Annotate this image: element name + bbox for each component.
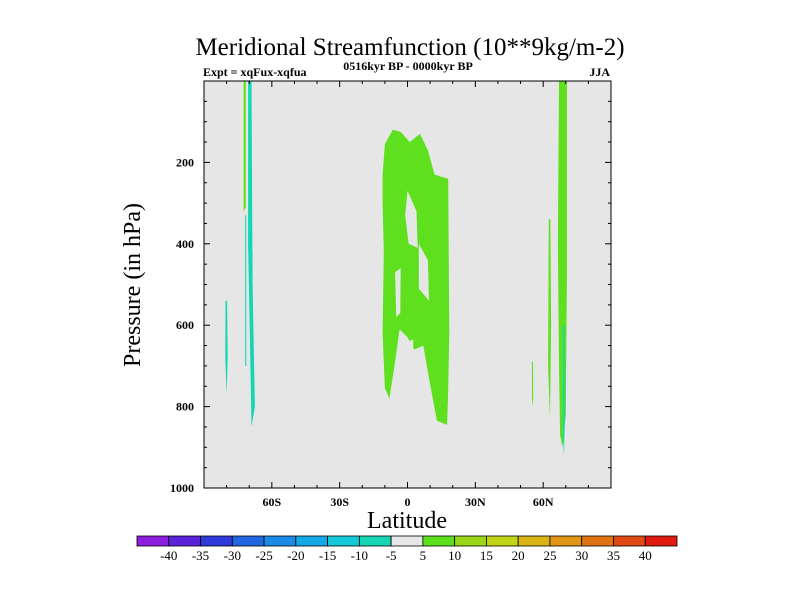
colorbar-swatch xyxy=(295,535,328,547)
colorbar-swatch xyxy=(549,535,583,547)
colorbar-swatch xyxy=(613,535,646,547)
colorbar-swatch xyxy=(231,535,265,547)
colorbar-label: -10 xyxy=(351,548,368,563)
colorbar-swatch xyxy=(644,535,678,547)
contour-region-nh-polar-negative-right xyxy=(562,325,565,456)
x-tick-label: 30N xyxy=(465,495,486,509)
y-tick-label: 200 xyxy=(176,155,194,169)
x-tick-label: 60N xyxy=(533,495,554,509)
colorbar-label: 5 xyxy=(420,548,427,563)
colorbar-swatch xyxy=(517,535,551,547)
colorbar: -40 -35 -30 -25 -20 -15 -10 -5 5 10 15 20 25 30 35 40 xyxy=(136,535,678,563)
colorbar-label: -15 xyxy=(319,548,336,563)
contour-region-sh-polar-narrow-positive xyxy=(243,81,246,212)
x-axis: 60S 30S 0 30N 60N xyxy=(203,81,612,509)
colorbar-label: -35 xyxy=(192,548,209,563)
contour-region-sh-polar-negative-thin xyxy=(245,215,247,366)
colorbar-label: -40 xyxy=(160,548,177,563)
y-tick-label: 800 xyxy=(176,400,194,414)
colorbar-swatch xyxy=(486,535,519,547)
contour-region-tropical-hole-upper xyxy=(405,190,418,248)
colorbar-swatch xyxy=(200,535,233,547)
colorbar-swatch xyxy=(581,535,614,547)
colorbar-label: -5 xyxy=(386,548,397,563)
contour-region-tropical-main-cell xyxy=(382,129,450,425)
contour-region-sh-polar-negative-column xyxy=(248,81,255,427)
colorbar-label: 20 xyxy=(512,548,525,563)
chart-title: Meridional Streamfunction (10**9kg/m-2) xyxy=(195,34,624,61)
x-axis-label: Latitude xyxy=(367,508,447,534)
x-tick-label: 0 xyxy=(405,495,411,509)
y-axis: 200 400 600 800 1000 xyxy=(170,100,611,495)
colorbar-swatch xyxy=(358,535,392,547)
chart-subtitle-center: 0516kyr BP - 0000kyr BP xyxy=(343,59,473,73)
colorbar-label: -25 xyxy=(255,548,272,563)
colorbar-label: 40 xyxy=(639,548,652,563)
contour-region-sh-subpolar-negative xyxy=(225,300,228,395)
colorbar-label: 30 xyxy=(575,548,588,563)
y-axis-label: Pressure (in hPa) xyxy=(120,203,146,367)
x-tick-label: 60S xyxy=(262,495,281,509)
contour-region-nh-midlat-positive xyxy=(531,361,534,407)
y-tick-label: 400 xyxy=(176,237,194,251)
colorbar-swatch xyxy=(263,535,297,547)
colorbar-label: -20 xyxy=(287,548,304,563)
contour-region-tropical-hole-lower xyxy=(408,339,414,352)
colorbar-swatch xyxy=(168,535,201,547)
chart-subtitle-left: Expt = xqFux-xqfua xyxy=(203,65,307,79)
y-tick-label: 600 xyxy=(176,318,194,332)
colorbar-swatch xyxy=(327,535,360,547)
colorbar-swatch xyxy=(390,535,424,547)
colorbar-label: 35 xyxy=(607,548,620,563)
colorbar-swatch xyxy=(136,535,170,547)
contour-region-tropical-hole-mid xyxy=(418,243,429,301)
colorbar-label: 25 xyxy=(543,548,556,563)
chart-subtitle-right: JJA xyxy=(589,65,610,79)
colorbar-label: -30 xyxy=(224,548,241,563)
y-tick-label: 1000 xyxy=(170,481,194,495)
contour-regions xyxy=(225,81,567,456)
contour-region-nh-subpolar-positive xyxy=(548,219,552,419)
colorbar-label: 15 xyxy=(480,548,493,563)
colorbar-label: 10 xyxy=(448,548,461,563)
x-tick-label: 30S xyxy=(330,495,349,509)
colorbar-swatch xyxy=(422,535,456,547)
contour-region-tropical-hole-left xyxy=(395,268,401,318)
colorbar-swatch xyxy=(454,535,487,547)
